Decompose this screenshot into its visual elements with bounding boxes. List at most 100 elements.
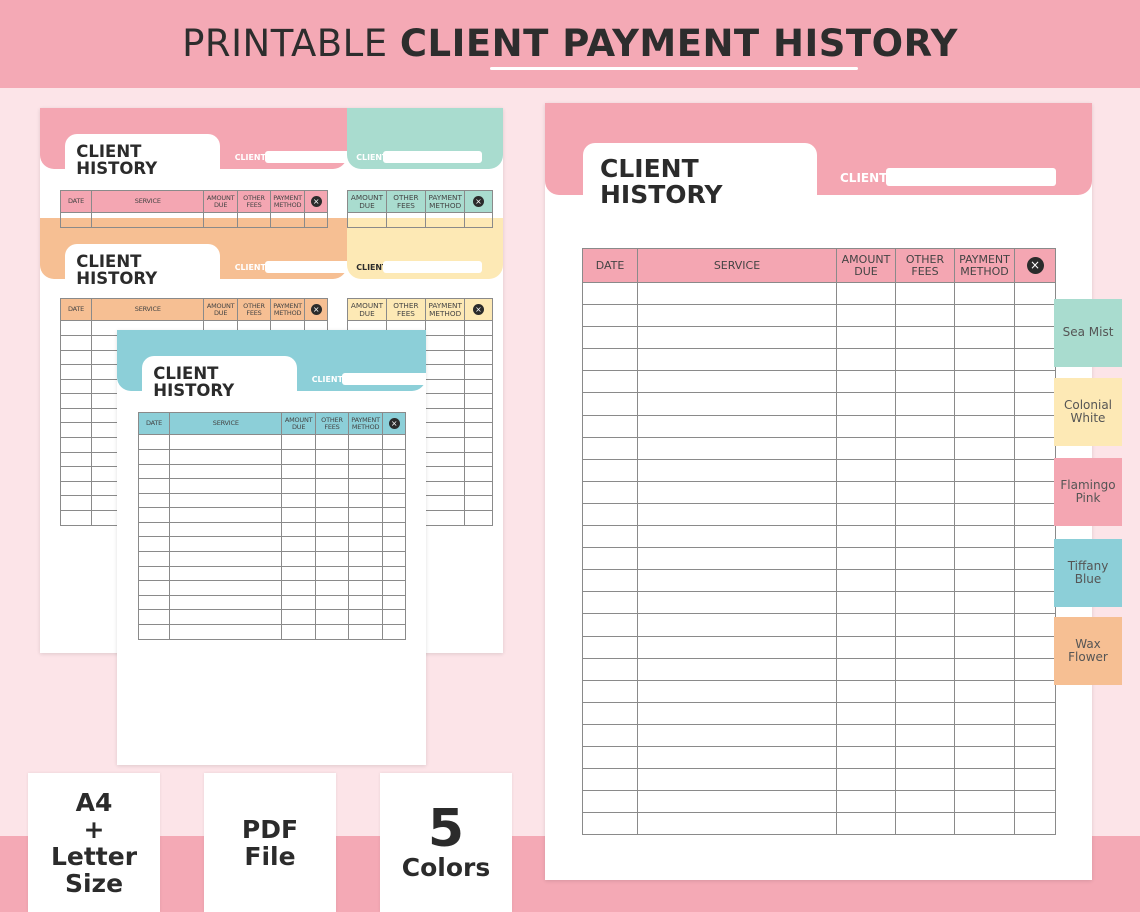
table-cell[interactable]: [895, 613, 955, 637]
table-cell[interactable]: [582, 679, 638, 703]
table-cell[interactable]: [954, 745, 1015, 770]
table-cell[interactable]: [954, 304, 1015, 328]
table-cell[interactable]: [895, 370, 955, 394]
table-cell[interactable]: [637, 547, 837, 571]
client-input[interactable]: [886, 168, 1056, 186]
table-cell[interactable]: [582, 635, 638, 659]
table-cell[interactable]: [137, 521, 171, 538]
table-cell[interactable]: [582, 304, 638, 328]
table-cell[interactable]: [895, 525, 955, 549]
table-cell[interactable]: [637, 591, 837, 615]
table-cell[interactable]: [1014, 635, 1056, 659]
table-cell[interactable]: [281, 449, 316, 465]
table-cell[interactable]: [1014, 480, 1056, 504]
table-cell[interactable]: [464, 378, 493, 395]
table-cell[interactable]: [1014, 525, 1056, 549]
table-cell[interactable]: [1014, 392, 1056, 416]
table-cell[interactable]: [637, 613, 837, 637]
table-cell[interactable]: [1014, 348, 1056, 372]
table-cell[interactable]: [582, 414, 638, 438]
table-cell[interactable]: [637, 812, 837, 836]
table-cell[interactable]: [637, 304, 837, 328]
table-cell[interactable]: [314, 434, 350, 451]
table-cell[interactable]: [895, 790, 955, 814]
table-cell[interactable]: [348, 580, 384, 596]
table-cell[interactable]: [348, 623, 384, 640]
table-cell[interactable]: [382, 536, 407, 553]
table-cell[interactable]: [637, 436, 837, 460]
table-cell[interactable]: [637, 370, 837, 394]
close-icon[interactable]: ×: [388, 418, 400, 430]
table-cell[interactable]: [464, 437, 493, 453]
table-cell[interactable]: [954, 458, 1015, 482]
table-cell[interactable]: [582, 525, 638, 549]
table-cell[interactable]: [1014, 657, 1056, 681]
table-cell[interactable]: [895, 635, 955, 659]
table-cell[interactable]: [382, 565, 407, 582]
table-cell[interactable]: [464, 466, 493, 482]
table-cell[interactable]: [347, 212, 387, 229]
table-cell[interactable]: [582, 812, 638, 836]
table-cell[interactable]: [348, 536, 384, 553]
table-cell[interactable]: [382, 580, 407, 596]
table-cell[interactable]: [169, 478, 283, 494]
table-cell[interactable]: [382, 478, 407, 494]
table-cell[interactable]: [582, 657, 638, 681]
table-cell[interactable]: [582, 436, 638, 460]
client-input[interactable]: [265, 260, 378, 273]
table-cell[interactable]: [1014, 326, 1056, 350]
table-cell[interactable]: [382, 623, 407, 640]
table-cell[interactable]: [637, 790, 837, 814]
table-cell[interactable]: [895, 304, 955, 328]
table-cell[interactable]: [836, 348, 896, 372]
table-cell[interactable]: [836, 304, 896, 328]
table-cell[interactable]: [169, 449, 283, 465]
table-cell[interactable]: [895, 348, 955, 372]
table-cell[interactable]: [954, 812, 1015, 836]
table-cell[interactable]: [582, 348, 638, 372]
table-cell[interactable]: [954, 326, 1015, 350]
table-cell[interactable]: [314, 507, 350, 523]
table-cell[interactable]: [954, 348, 1015, 372]
table-cell[interactable]: [637, 701, 837, 725]
table-cell[interactable]: [314, 623, 350, 640]
table-cell[interactable]: [169, 434, 283, 451]
table-cell[interactable]: [137, 449, 171, 465]
table-cell[interactable]: [382, 463, 407, 480]
table-cell[interactable]: [281, 536, 316, 553]
table-cell[interactable]: [582, 591, 638, 615]
table-cell[interactable]: [1014, 812, 1056, 836]
table-cell[interactable]: [59, 437, 93, 453]
table-cell[interactable]: [1014, 281, 1056, 306]
table-cell[interactable]: [836, 281, 896, 306]
table-cell[interactable]: [464, 320, 493, 337]
table-cell[interactable]: [895, 701, 955, 725]
table-cell[interactable]: [1014, 370, 1056, 394]
table-cell[interactable]: [637, 679, 837, 703]
table-cell[interactable]: [1014, 591, 1056, 615]
table-cell[interactable]: [169, 492, 283, 509]
table-cell[interactable]: [169, 463, 283, 480]
table-cell[interactable]: [281, 580, 316, 596]
table-cell[interactable]: [348, 463, 384, 480]
table-cell[interactable]: [637, 635, 837, 659]
table-cell[interactable]: [637, 657, 837, 681]
table-cell[interactable]: [836, 679, 896, 703]
table-cell[interactable]: [637, 745, 837, 770]
table-cell[interactable]: [464, 480, 493, 497]
table-cell[interactable]: [1014, 436, 1056, 460]
table-cell[interactable]: [1014, 613, 1056, 637]
table-cell[interactable]: [464, 509, 493, 526]
color-swatch-tiffany-blue[interactable]: Tiffany Blue: [1054, 539, 1122, 607]
table-cell[interactable]: [169, 507, 283, 523]
table-cell[interactable]: [382, 492, 407, 509]
close-icon[interactable]: ×: [472, 196, 485, 208]
table-cell[interactable]: [1014, 790, 1056, 814]
table-cell[interactable]: [137, 536, 171, 553]
table-cell[interactable]: [348, 594, 384, 611]
table-cell[interactable]: [464, 335, 493, 351]
table-cell[interactable]: [836, 502, 896, 527]
table-cell[interactable]: [836, 745, 896, 770]
table-cell[interactable]: [954, 480, 1015, 504]
table-cell[interactable]: [385, 212, 426, 229]
